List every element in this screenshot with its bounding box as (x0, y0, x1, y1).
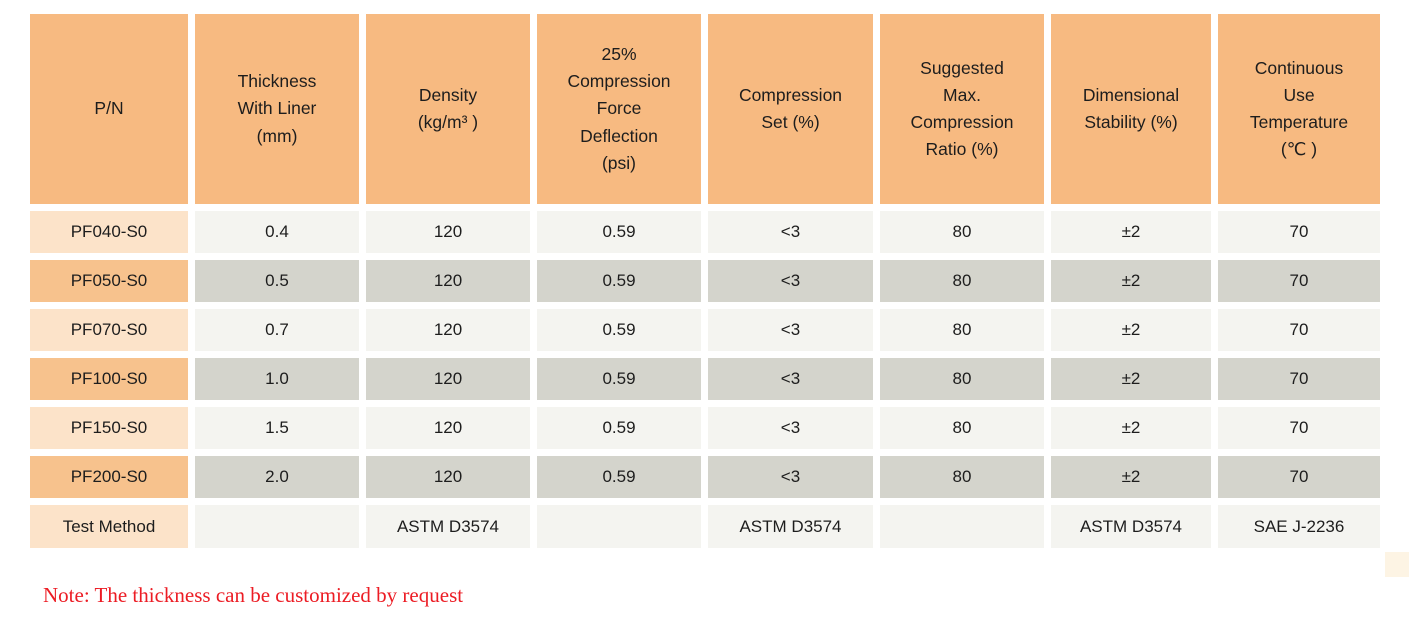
dimensional-stability-cell: ±2 (1051, 211, 1211, 253)
table-row-pf050: PF050-S0 0.5 120 0.59 <3 80 ±2 70 (30, 260, 1380, 302)
pn-cell: PF200-S0 (30, 456, 188, 498)
dimensional-stability-cell: ±2 (1051, 358, 1211, 400)
density-cell: 120 (366, 211, 530, 253)
compression-set-cell: <3 (708, 407, 873, 449)
column-header-thickness: Thickness With Liner (mm) (195, 14, 359, 204)
density-cell: 120 (366, 358, 530, 400)
temperature-cell: 70 (1218, 456, 1380, 498)
thickness-cell: 2.0 (195, 456, 359, 498)
column-header-compression-force-deflection: 25% Compression Force Deflection (psi) (537, 14, 701, 204)
cfd-cell: 0.59 (537, 211, 701, 253)
thickness-cell: 1.5 (195, 407, 359, 449)
temperature-cell: 70 (1218, 211, 1380, 253)
column-header-density: Density (kg/m³ ) (366, 14, 530, 204)
cfd-cell: 0.59 (537, 456, 701, 498)
compression-set-cell: <3 (708, 211, 873, 253)
compression-set-cell: <3 (708, 456, 873, 498)
test-method-max-ratio-cell (880, 505, 1044, 548)
dimensional-stability-cell: ±2 (1051, 260, 1211, 302)
density-cell: 120 (366, 456, 530, 498)
cfd-cell: 0.59 (537, 260, 701, 302)
product-spec-table: P/N Thickness With Liner (mm) Density (k… (23, 7, 1387, 555)
dimensional-stability-cell: ±2 (1051, 309, 1211, 351)
column-header-compression-set: Compression Set (%) (708, 14, 873, 204)
pn-cell: PF040-S0 (30, 211, 188, 253)
max-compression-ratio-cell: 80 (880, 309, 1044, 351)
density-cell: 120 (366, 309, 530, 351)
compression-set-cell: <3 (708, 358, 873, 400)
max-compression-ratio-cell: 80 (880, 456, 1044, 498)
header-row: P/N Thickness With Liner (mm) Density (k… (30, 14, 1380, 204)
table-row-pf070: PF070-S0 0.7 120 0.59 <3 80 ±2 70 (30, 309, 1380, 351)
temperature-cell: 70 (1218, 407, 1380, 449)
decorative-edge-sliver (1385, 552, 1409, 577)
test-method-dimensional-stability-cell: ASTM D3574 (1051, 505, 1211, 548)
test-method-cfd-cell (537, 505, 701, 548)
column-header-pn: P/N (30, 14, 188, 204)
test-method-row: Test Method ASTM D3574 ASTM D3574 ASTM D… (30, 505, 1380, 548)
table-row-pf040: PF040-S0 0.4 120 0.59 <3 80 ±2 70 (30, 211, 1380, 253)
pn-cell: PF070-S0 (30, 309, 188, 351)
cfd-cell: 0.59 (537, 309, 701, 351)
compression-set-cell: <3 (708, 309, 873, 351)
page: P/N Thickness With Liner (mm) Density (k… (0, 7, 1409, 620)
temperature-cell: 70 (1218, 358, 1380, 400)
test-method-thickness-cell (195, 505, 359, 548)
temperature-cell: 70 (1218, 309, 1380, 351)
compression-set-cell: <3 (708, 260, 873, 302)
temperature-cell: 70 (1218, 260, 1380, 302)
test-method-label-cell: Test Method (30, 505, 188, 548)
thickness-cell: 0.7 (195, 309, 359, 351)
max-compression-ratio-cell: 80 (880, 260, 1044, 302)
thickness-cell: 1.0 (195, 358, 359, 400)
table-row-pf200: PF200-S0 2.0 120 0.59 <3 80 ±2 70 (30, 456, 1380, 498)
column-header-max-compression-ratio: Suggested Max. Compression Ratio (%) (880, 14, 1044, 204)
column-header-continuous-use-temperature: Continuous Use Temperature (℃ ) (1218, 14, 1380, 204)
pn-cell: PF100-S0 (30, 358, 188, 400)
dimensional-stability-cell: ±2 (1051, 456, 1211, 498)
density-cell: 120 (366, 260, 530, 302)
thickness-cell: 0.5 (195, 260, 359, 302)
note-text: Note: The thickness can be customized by… (43, 583, 464, 607)
column-header-dimensional-stability: Dimensional Stability (%) (1051, 14, 1211, 204)
dimensional-stability-cell: ±2 (1051, 407, 1211, 449)
table-row-pf100: PF100-S0 1.0 120 0.59 <3 80 ±2 70 (30, 358, 1380, 400)
test-method-density-cell: ASTM D3574 (366, 505, 530, 548)
max-compression-ratio-cell: 80 (880, 211, 1044, 253)
max-compression-ratio-cell: 80 (880, 407, 1044, 449)
cfd-cell: 0.59 (537, 407, 701, 449)
thickness-cell: 0.4 (195, 211, 359, 253)
test-method-compression-set-cell: ASTM D3574 (708, 505, 873, 548)
max-compression-ratio-cell: 80 (880, 358, 1044, 400)
table-row-pf150: PF150-S0 1.5 120 0.59 <3 80 ±2 70 (30, 407, 1380, 449)
pn-cell: PF050-S0 (30, 260, 188, 302)
test-method-temperature-cell: SAE J-2236 (1218, 505, 1380, 548)
pn-cell: PF150-S0 (30, 407, 188, 449)
cfd-cell: 0.59 (537, 358, 701, 400)
density-cell: 120 (366, 407, 530, 449)
